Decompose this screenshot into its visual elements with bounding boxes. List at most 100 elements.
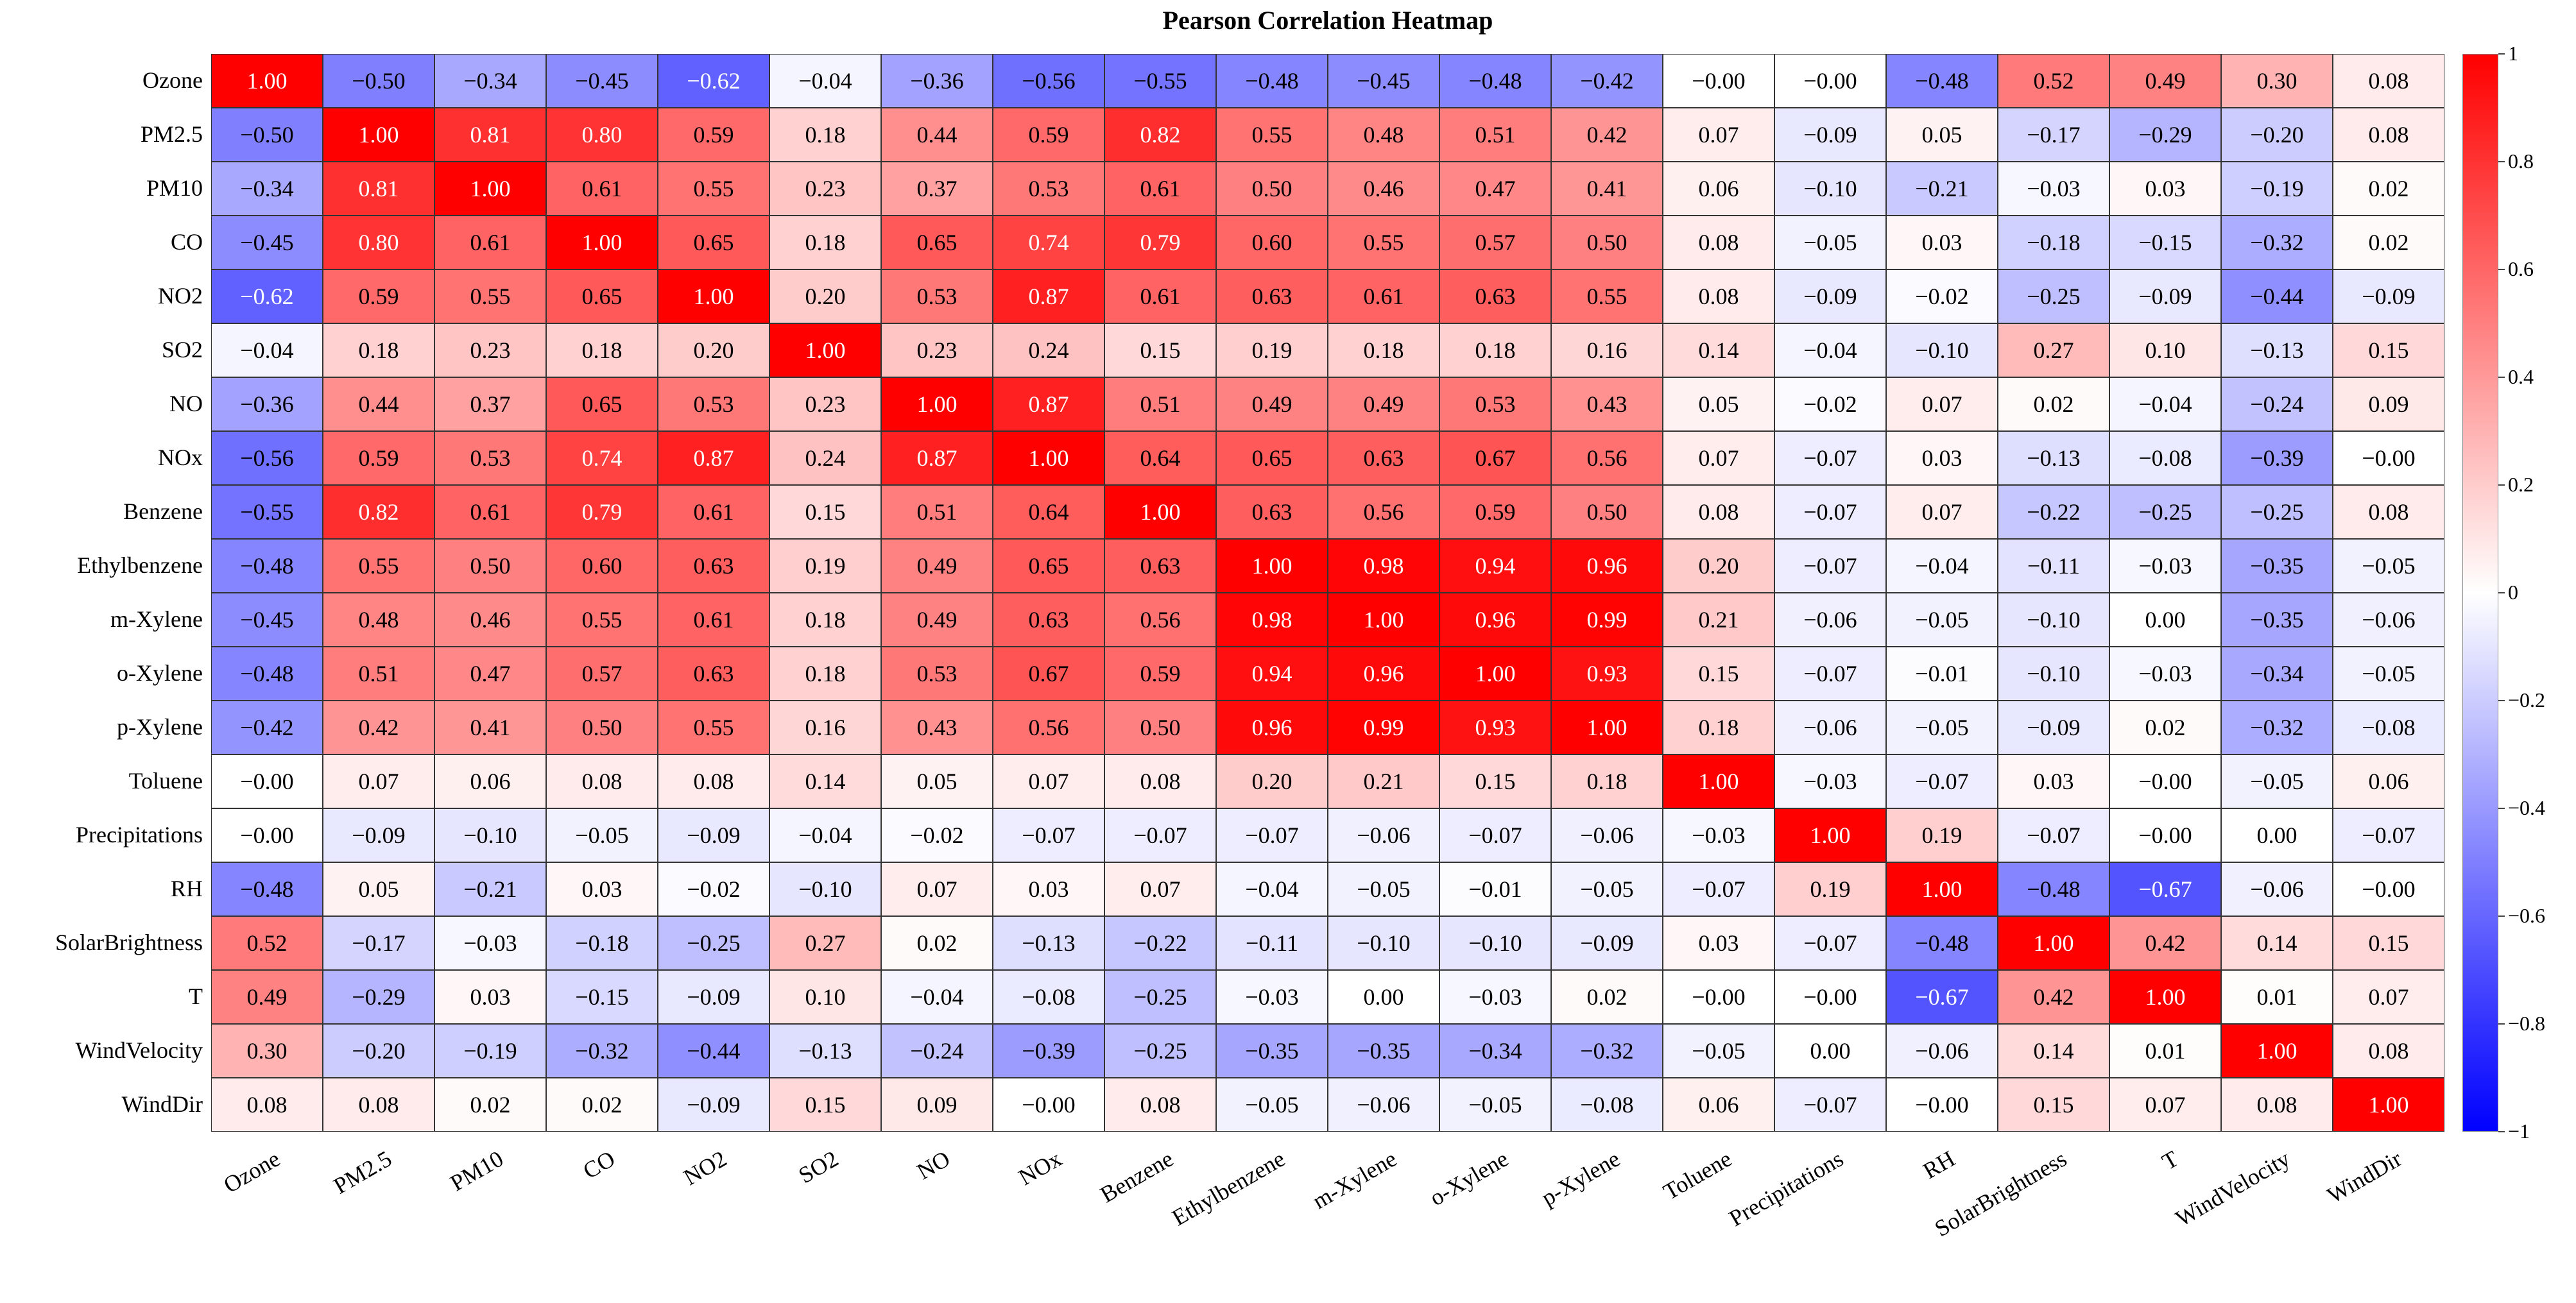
colorbar-tick-label: 0.8	[2508, 149, 2534, 173]
colorbar-tick-label: 1	[2508, 42, 2518, 65]
heatmap-cell: −0.04	[881, 970, 993, 1024]
heatmap-cell: −0.48	[211, 862, 323, 916]
heatmap-cell: −0.32	[2221, 216, 2333, 269]
heatmap-cell: −0.22	[1104, 916, 1216, 970]
heatmap-cell: −0.09	[2109, 269, 2221, 323]
heatmap-cell: 0.16	[1551, 323, 1663, 377]
heatmap-cell: 0.02	[1551, 970, 1663, 1024]
heatmap-cell: 0.19	[769, 539, 881, 593]
heatmap-cell: −0.04	[1774, 323, 1886, 377]
heatmap-cell: 0.56	[993, 701, 1104, 754]
colorbar-tick	[2498, 1023, 2505, 1025]
heatmap-cell: 0.94	[1439, 539, 1551, 593]
heatmap-cell: 0.06	[1663, 1078, 1774, 1132]
heatmap-cell: 0.49	[881, 539, 993, 593]
row-label: Benzene	[123, 498, 203, 524]
heatmap-cell: 0.00	[2221, 808, 2333, 862]
heatmap-cell: −0.36	[211, 377, 323, 431]
heatmap-cell: 0.87	[993, 377, 1104, 431]
heatmap-cell: −0.00	[1663, 54, 1774, 108]
heatmap-cell: −0.03	[1663, 808, 1774, 862]
row-label: PM10	[146, 175, 203, 201]
heatmap-cell: −0.36	[881, 54, 993, 108]
heatmap-cell: 1.00	[1551, 701, 1663, 754]
row-label: Toluene	[128, 768, 203, 794]
heatmap-cell: 0.18	[1328, 323, 1439, 377]
heatmap-cell: −0.20	[323, 1024, 434, 1078]
heatmap-cell: 0.03	[1886, 431, 1998, 485]
heatmap-cell: 0.61	[658, 485, 769, 539]
heatmap-cell: −0.00	[2109, 754, 2221, 808]
heatmap-cell: 0.15	[1663, 647, 1774, 701]
heatmap-cell: −0.48	[1439, 54, 1551, 108]
heatmap-cell: −0.17	[1998, 108, 2109, 162]
heatmap-cell: 0.03	[993, 862, 1104, 916]
heatmap-cell: 0.23	[434, 323, 546, 377]
heatmap-cell: 0.47	[434, 647, 546, 701]
heatmap-cell: −0.55	[1104, 54, 1216, 108]
heatmap-cell: −0.07	[1886, 754, 1998, 808]
heatmap-cell: 0.05	[323, 862, 434, 916]
row-label: NO2	[158, 283, 203, 309]
heatmap-cell: −0.02	[881, 808, 993, 862]
row-label: PM2.5	[140, 121, 203, 147]
heatmap-cell: 0.03	[546, 862, 658, 916]
heatmap-cell: −0.10	[1774, 162, 1886, 216]
heatmap-cell: −0.62	[658, 54, 769, 108]
heatmap-cell: −0.05	[1328, 862, 1439, 916]
heatmap-cell: −0.39	[2221, 431, 2333, 485]
heatmap-cell: 0.94	[1216, 647, 1328, 701]
heatmap-cell: 0.05	[1663, 377, 1774, 431]
heatmap-cell: −0.42	[1551, 54, 1663, 108]
heatmap-cell: −0.05	[1774, 216, 1886, 269]
row-label: NO	[169, 391, 203, 416]
heatmap-cell: 1.00	[1998, 916, 2109, 970]
heatmap-cell: 1.00	[769, 323, 881, 377]
heatmap-cell: 0.49	[211, 970, 323, 1024]
row-label: m-Xylene	[110, 606, 203, 632]
heatmap-cell: 0.06	[434, 754, 546, 808]
heatmap-cell: 0.57	[1439, 216, 1551, 269]
heatmap-cell: 0.05	[881, 754, 993, 808]
heatmap-cell: −0.02	[658, 862, 769, 916]
heatmap-cell: −0.62	[211, 269, 323, 323]
heatmap-cell: −0.19	[434, 1024, 546, 1078]
row-label: Precipitations	[76, 822, 203, 847]
heatmap-cell: 0.79	[1104, 216, 1216, 269]
heatmap-cell: −0.10	[1328, 916, 1439, 970]
heatmap-cell: −0.02	[1886, 269, 1998, 323]
heatmap-cell: 0.08	[1104, 1078, 1216, 1132]
heatmap-cell: 1.00	[1663, 754, 1774, 808]
heatmap-cell: −0.11	[1216, 916, 1328, 970]
heatmap-cell: 0.51	[1104, 377, 1216, 431]
heatmap-cell: −0.21	[1886, 162, 1998, 216]
heatmap-cell: 0.08	[1104, 754, 1216, 808]
heatmap-cell: 0.56	[1551, 431, 1663, 485]
heatmap-cell: −0.06	[2333, 593, 2444, 647]
heatmap-cell: 1.00	[211, 54, 323, 108]
heatmap-cell: −0.20	[2221, 108, 2333, 162]
heatmap-cell: 0.67	[993, 647, 1104, 701]
heatmap-cell: −0.09	[1774, 108, 1886, 162]
row-label: NOx	[158, 445, 203, 470]
colorbar-tick-label: −0.4	[2508, 796, 2546, 819]
colorbar-tick-label: 0.2	[2508, 473, 2534, 496]
heatmap-cell: 0.23	[881, 323, 993, 377]
heatmap-cell: −0.06	[1774, 593, 1886, 647]
colorbar	[2462, 54, 2498, 1132]
heatmap-cell: −0.32	[2221, 701, 2333, 754]
heatmap-cell: −0.50	[323, 54, 434, 108]
heatmap-cell: −0.39	[993, 1024, 1104, 1078]
heatmap-cell: −0.08	[2109, 431, 2221, 485]
heatmap-cell: 0.96	[1328, 647, 1439, 701]
heatmap-cell: 0.82	[323, 485, 434, 539]
heatmap-cell: −0.25	[1104, 970, 1216, 1024]
heatmap-cell: −0.07	[1774, 916, 1886, 970]
heatmap-cell: −0.07	[1104, 808, 1216, 862]
heatmap-cell: 0.23	[769, 377, 881, 431]
heatmap-cell: 0.03	[2109, 162, 2221, 216]
heatmap-cell: −0.45	[211, 593, 323, 647]
heatmap-cell: −0.08	[2333, 701, 2444, 754]
heatmap-cell: 0.37	[434, 377, 546, 431]
heatmap-cell: −0.10	[1998, 647, 2109, 701]
